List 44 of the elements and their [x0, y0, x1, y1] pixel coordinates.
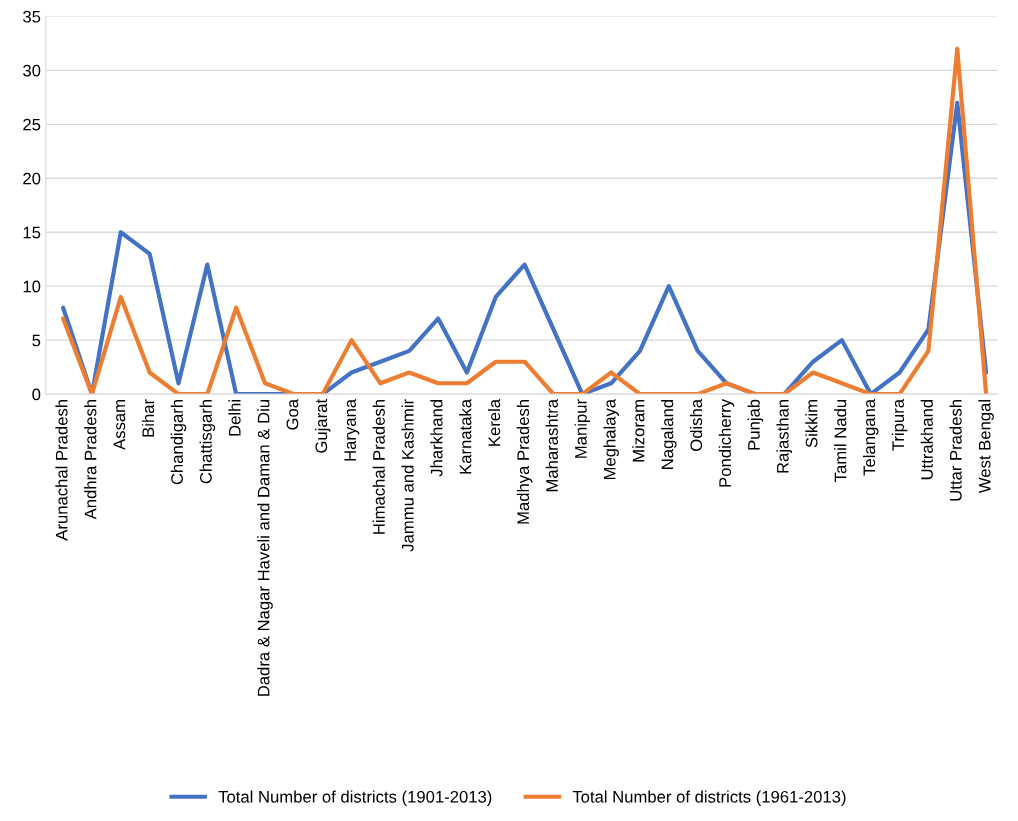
x-tick-label: Delhi — [228, 400, 241, 436]
x-tick-label: Chattisgarh — [199, 400, 216, 484]
x-tick-label: Telangana — [862, 398, 879, 476]
y-tick-label: 20 — [23, 172, 41, 185]
y-tick-label: 35 — [23, 10, 41, 23]
x-tick-label: Gujarat — [314, 399, 331, 453]
x-tick-label: Jharkhand — [430, 400, 443, 477]
x-tick-label: Dadra & Nagar Haveli and Daman & Diu — [257, 400, 273, 696]
legend-label: Total Number of districts (1961-2013) — [572, 790, 846, 806]
x-tick-label: Mizoram — [632, 400, 645, 462]
x-tick-label: Tamil Nadu — [834, 400, 847, 482]
x-tick-label: Rajasthan — [776, 400, 792, 473]
x-tick-label: Uttrakhand — [920, 400, 933, 480]
x-tick-label: Odisha — [689, 398, 703, 451]
y-tick-label: 15 — [23, 226, 41, 239]
y-tick-label: 5 — [32, 334, 41, 347]
x-tick-label: Goa — [286, 398, 299, 430]
x-tick-label: Meghalaya — [603, 398, 619, 480]
x-tick-label: Kerela — [488, 398, 501, 446]
y-tick-label: 30 — [23, 64, 41, 77]
x-tick-label: West Bengal — [978, 400, 994, 494]
x-tick-label: Pondicherry — [718, 398, 735, 487]
x-tick-label: Uttar Pradesh — [949, 400, 962, 501]
x-tick-label: Tripura — [891, 398, 908, 451]
x-tick-label: Arunachal Pradesh — [55, 400, 68, 541]
x-tick-label: Haryana — [344, 398, 360, 461]
y-tick-label: 10 — [23, 280, 41, 293]
x-tick-label: Assam — [113, 400, 126, 450]
x-tick-label: Manipur — [574, 399, 591, 458]
y-tick-label: 25 — [23, 118, 41, 131]
legend-label: Total Number of districts (1901-2013) — [218, 790, 492, 806]
x-tick-label: Maharashtra — [545, 398, 558, 492]
x-tick-label: Bihar — [141, 399, 155, 437]
x-tick-label: Karnataka — [459, 398, 472, 474]
x-tick-label: Punjab — [747, 399, 764, 450]
x-tick-label: Chandigarh — [170, 400, 187, 485]
line-series — [61, 46, 989, 395]
x-tick-label: Sikkim — [805, 400, 818, 448]
x-tick-label: Himachal Pradesh — [372, 400, 385, 534]
x-tick-label: Nagaland — [661, 400, 677, 469]
x-tick-label: Jammu and Kashmir — [401, 399, 414, 552]
x-tick-label: Andhra Pradesh — [84, 400, 97, 520]
y-tick-label: 0 — [32, 388, 41, 401]
x-tick-label: Madhya Pradesh — [516, 400, 533, 524]
